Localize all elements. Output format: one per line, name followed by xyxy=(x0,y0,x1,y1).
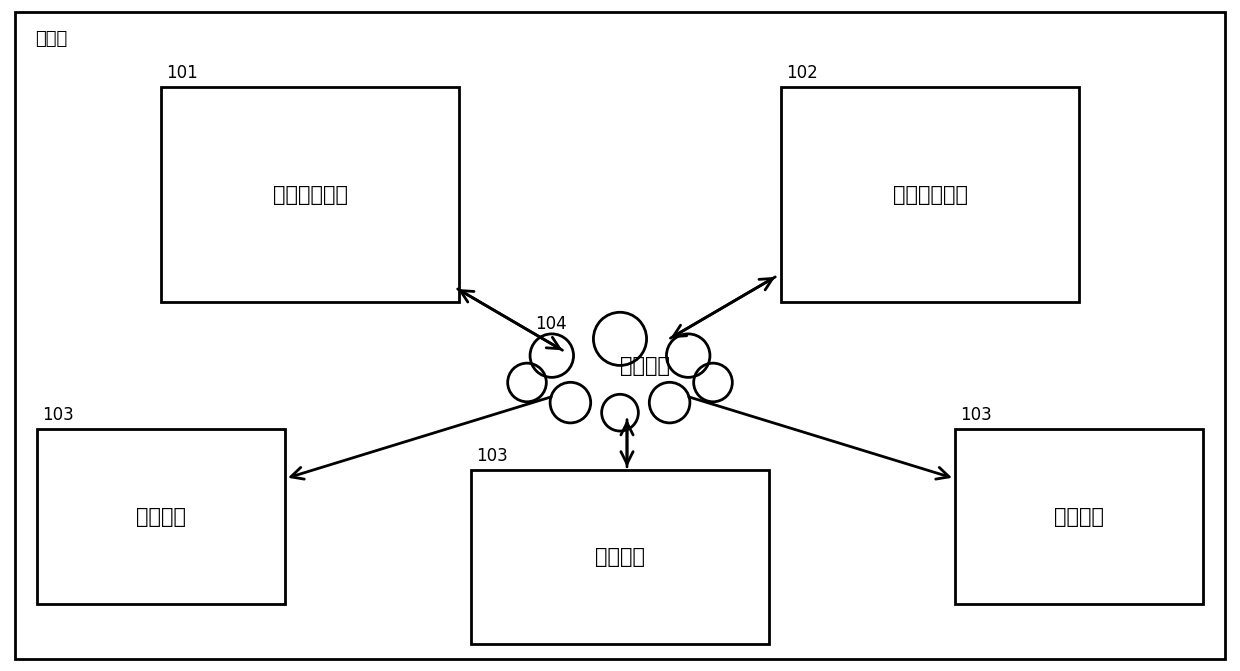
Text: 工作进程: 工作进程 xyxy=(1054,507,1104,527)
Circle shape xyxy=(650,382,689,423)
FancyBboxPatch shape xyxy=(161,87,459,302)
Text: 102: 102 xyxy=(786,64,818,83)
Text: 103: 103 xyxy=(476,447,508,465)
Text: 104: 104 xyxy=(534,315,567,333)
Text: 共享内存: 共享内存 xyxy=(620,356,670,376)
FancyBboxPatch shape xyxy=(781,87,1079,302)
FancyBboxPatch shape xyxy=(471,470,769,644)
Circle shape xyxy=(594,312,646,366)
Text: 工作进程: 工作进程 xyxy=(595,547,645,567)
Circle shape xyxy=(529,334,574,377)
Text: 计算机: 计算机 xyxy=(35,30,67,48)
FancyBboxPatch shape xyxy=(37,429,285,604)
Text: 工作进程: 工作进程 xyxy=(136,507,186,527)
Circle shape xyxy=(507,363,547,402)
Text: 任务管理进程: 任务管理进程 xyxy=(273,185,347,205)
Circle shape xyxy=(693,363,733,402)
Circle shape xyxy=(666,334,711,377)
Text: 103: 103 xyxy=(960,407,992,425)
Text: 103: 103 xyxy=(42,407,74,425)
Text: 101: 101 xyxy=(166,64,198,83)
Circle shape xyxy=(601,395,639,431)
FancyBboxPatch shape xyxy=(955,429,1203,604)
Circle shape xyxy=(551,382,590,423)
Text: 数据管理进程: 数据管理进程 xyxy=(893,185,967,205)
FancyBboxPatch shape xyxy=(15,12,1225,659)
